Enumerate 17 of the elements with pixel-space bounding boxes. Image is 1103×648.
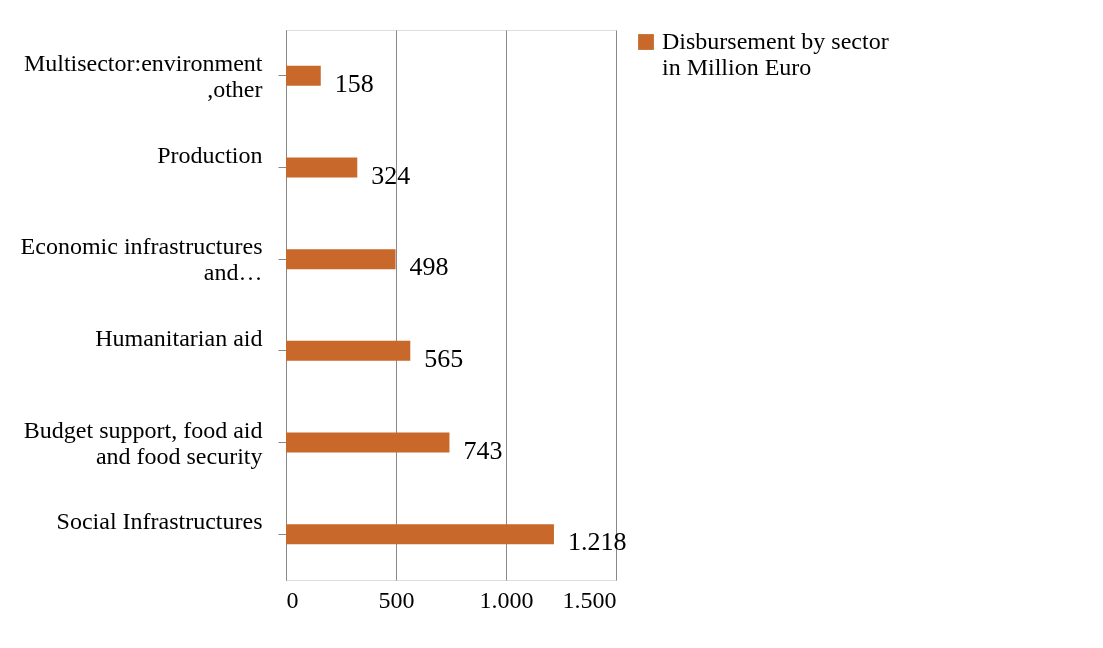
x-tick-label: 1.500 [562,586,617,613]
data-label: 743 [463,435,503,465]
y-tick-label: Production [157,141,263,168]
x-tick-label: 0 [286,586,299,613]
y-tick-label: Humanitarian aid [95,324,263,351]
y-tick-label: Budget support, food aid and food security [23,416,263,469]
data-label: 158 [334,68,374,98]
data-label: 1.218 [567,527,627,557]
y-tick-label: Multisector:environment ,other [23,49,263,102]
x-tick-label: 1.000 [479,586,534,613]
data-label: 498 [409,252,449,282]
data-label: 565 [424,343,464,373]
x-tick-label: 500 [378,586,415,613]
y-tick-label: Economic infrastructures and… [20,233,263,286]
data-label: 324 [371,160,411,190]
legend-label: Disbursement by sector in Million Euro [662,28,889,80]
y-tick-label: Social Infrastructures [56,508,263,535]
